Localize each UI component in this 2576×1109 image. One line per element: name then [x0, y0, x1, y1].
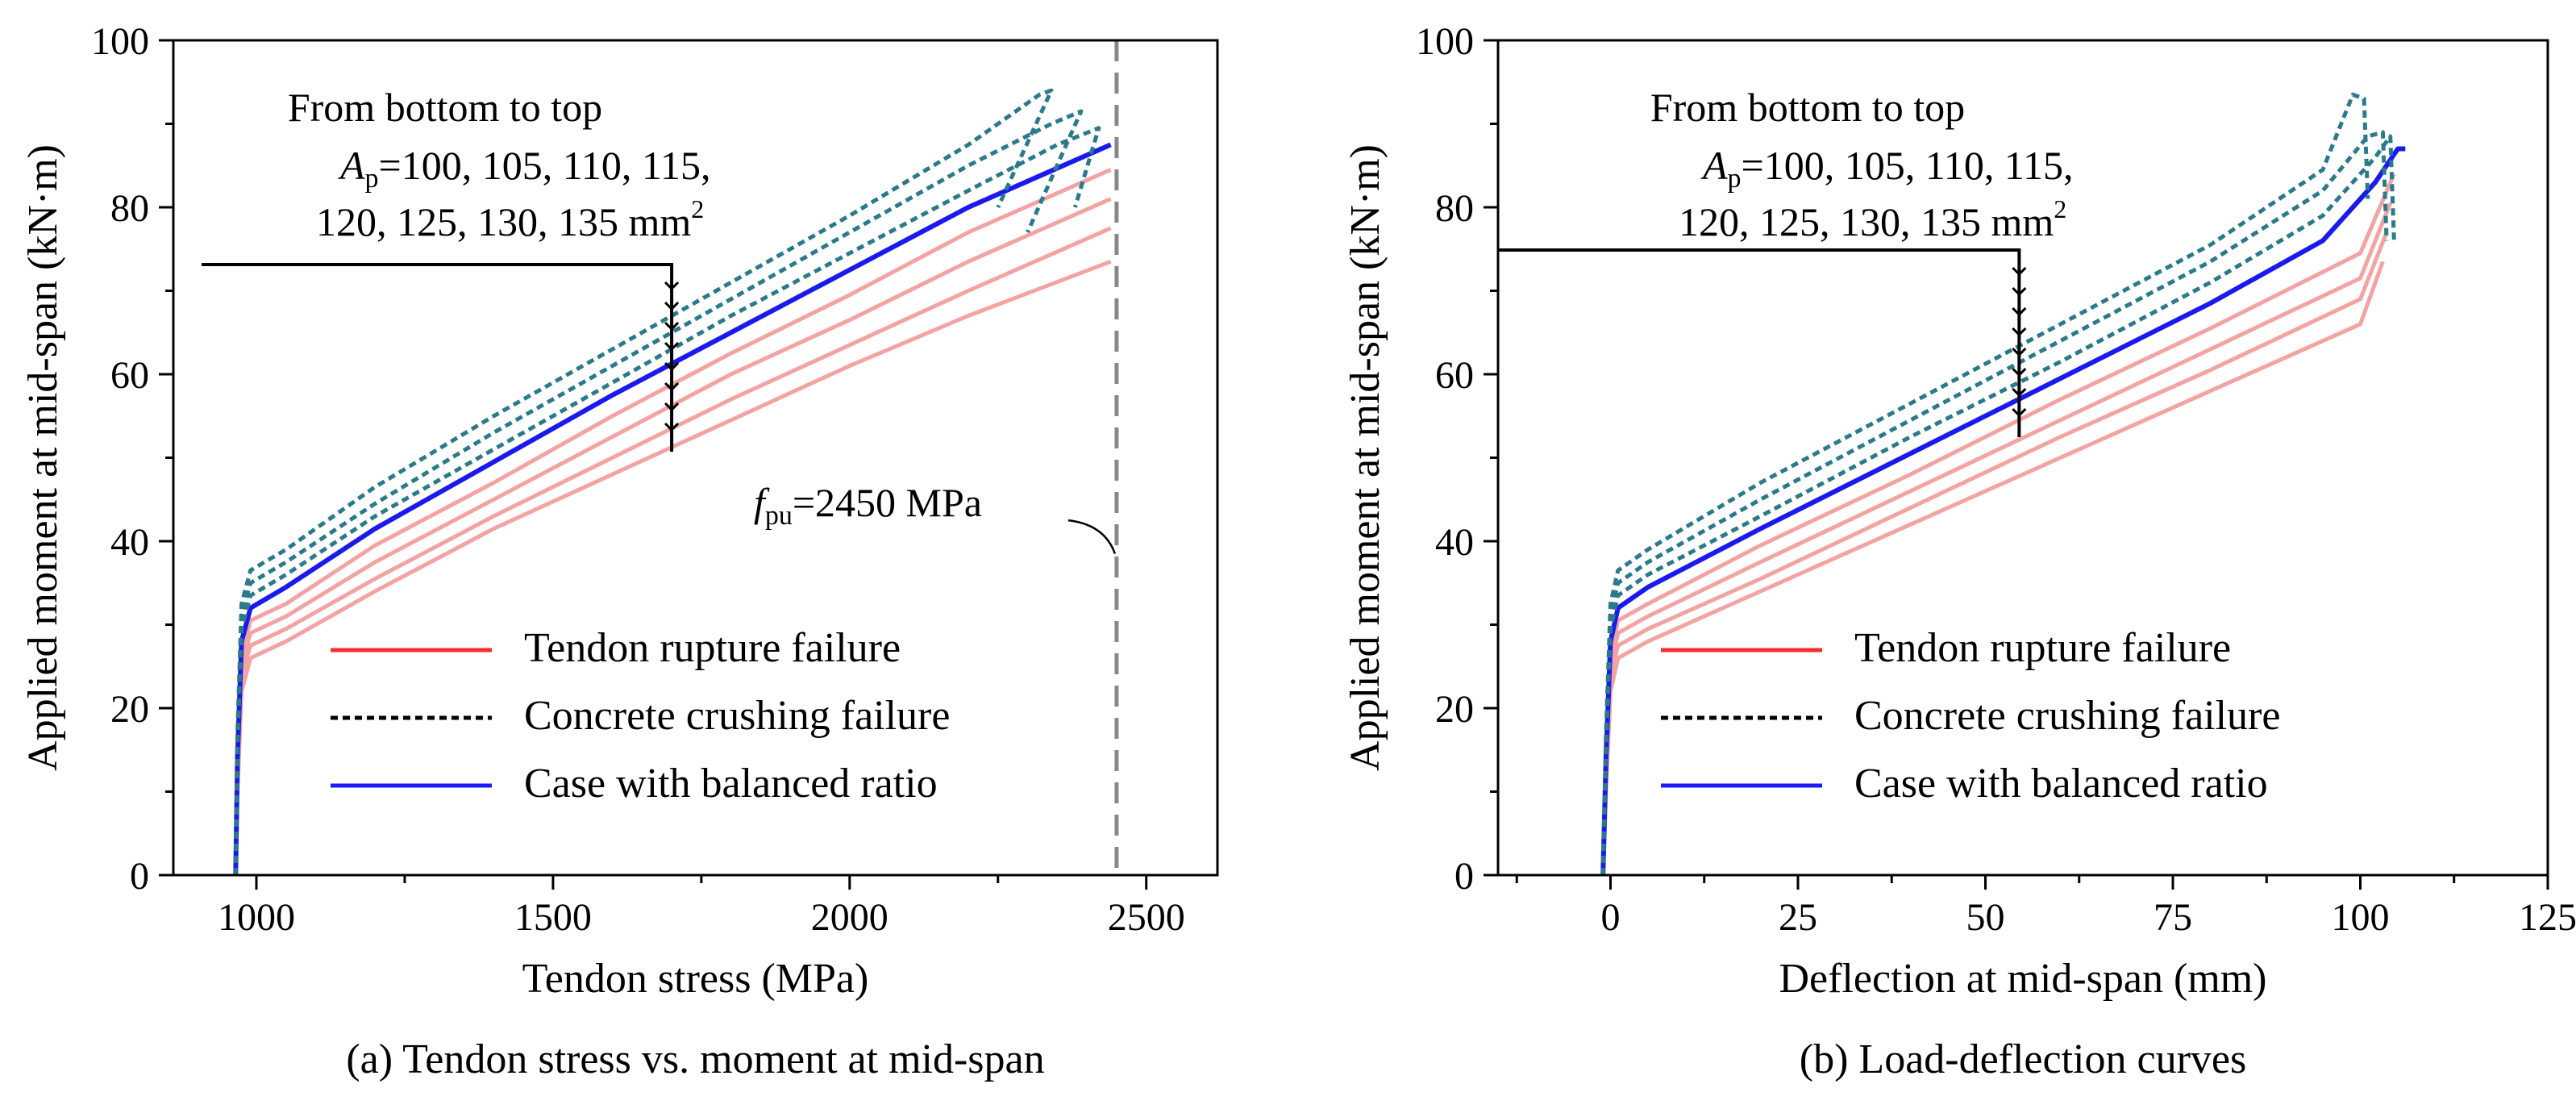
panel-a-series	[233, 88, 1112, 876]
x-tick-label: 125	[2519, 896, 2576, 939]
y-tick-label: 100	[1416, 20, 1474, 63]
panel-a-legend: Tendon rupture failure Concrete crushing …	[331, 625, 950, 807]
panel-b: From bottom to top Ap=100, 105, 110, 115…	[1342, 20, 2576, 1082]
panel-a-note-arrow	[664, 281, 680, 432]
x-tick-label: 1500	[514, 896, 592, 939]
panel-b-x-axis-title: Deflection at mid-span (mm)	[1779, 956, 2266, 1002]
x-tick-label: 25	[1779, 896, 1817, 939]
y-tick-label: 40	[1435, 521, 1474, 564]
x-tick-label: 50	[1966, 896, 2005, 939]
y-tick-label: 60	[110, 354, 149, 397]
panel-b-caption: (b) Load-deflection curves	[1800, 1036, 2246, 1082]
x-tick-label: 0	[1601, 896, 1621, 939]
panel-b-note-leader	[1498, 248, 2021, 437]
panel-a-fpu-leader	[1067, 519, 1117, 554]
legend-label: Concrete crushing failure	[1854, 693, 2280, 739]
panel-b-note: From bottom to top Ap=100, 105, 110, 115…	[1498, 85, 2074, 437]
x-tick-label: 75	[2154, 896, 2192, 939]
x-tick-label: 1000	[218, 896, 295, 939]
legend-label: Tendon rupture failure	[1854, 625, 2231, 671]
panel-a-note-line1: From bottom to top	[288, 85, 602, 130]
legend-label: Case with balanced ratio	[1854, 761, 2268, 807]
series-line-6	[233, 126, 1101, 876]
panel-a-caption: (a) Tendon stress vs. moment at mid-span	[346, 1036, 1044, 1082]
panel-a-note-line3: 120, 125, 130, 135 mm2	[316, 194, 704, 244]
panel-a-x-axis-title: Tendon stress (MPa)	[522, 956, 869, 1002]
panel-b-note-line2: Ap=100, 105, 110, 115,	[1700, 143, 2074, 194]
legend-label: Tendon rupture failure	[524, 625, 901, 671]
y-tick-label: 0	[130, 855, 149, 898]
x-tick-label: 100	[2332, 896, 2390, 939]
y-tick-label: 100	[91, 20, 149, 63]
panel-b-note-line1: From bottom to top	[1650, 85, 1965, 130]
panel-a-fpu-label: fpu=2450 MPa	[754, 480, 982, 531]
series-line-7	[233, 109, 1084, 876]
panel-b-y-axis-title: Applied moment at mid-span (kN·m)	[1342, 144, 1388, 771]
y-tick-label: 20	[110, 688, 149, 731]
x-tick-label: 2500	[1108, 896, 1185, 939]
panel-b-note-arrow	[2012, 266, 2027, 418]
panel-b-axes: 0 25 50 75 100 125 0 20 40 60 80 100	[1416, 20, 2576, 939]
y-tick-label: 80	[110, 187, 149, 230]
panel-a-y-axis-title: Applied moment at mid-span (kN·m)	[20, 144, 66, 771]
series-line-8	[233, 88, 1054, 876]
panel-b-note-line3: 120, 125, 130, 135 mm2	[1679, 194, 2066, 244]
panel-a-note-line2: Ap=100, 105, 110, 115,	[338, 143, 711, 194]
y-tick-label: 80	[1435, 187, 1474, 230]
panel-a: fpu=2450 MPa From bottom to top Ap=100, …	[20, 20, 1219, 1082]
panel-b-series	[1600, 92, 2406, 876]
series-line-8	[1600, 92, 2370, 876]
y-tick-label: 20	[1435, 688, 1474, 731]
legend-label: Case with balanced ratio	[524, 761, 938, 807]
panel-a-note: From bottom to top Ap=100, 105, 110, 115…	[202, 85, 711, 452]
y-tick-label: 40	[110, 521, 149, 564]
panel-b-legend: Tendon rupture failure Concrete crushing …	[1661, 625, 2280, 807]
panel-a-axes: 1000 1500 2000 2500 0 20 40 60 80 100	[91, 20, 1219, 939]
legend-label: Concrete crushing failure	[524, 693, 950, 739]
y-tick-label: 0	[1454, 855, 1474, 898]
series-line-5	[233, 142, 1112, 876]
y-tick-label: 60	[1435, 354, 1474, 397]
x-tick-label: 2000	[811, 896, 888, 939]
